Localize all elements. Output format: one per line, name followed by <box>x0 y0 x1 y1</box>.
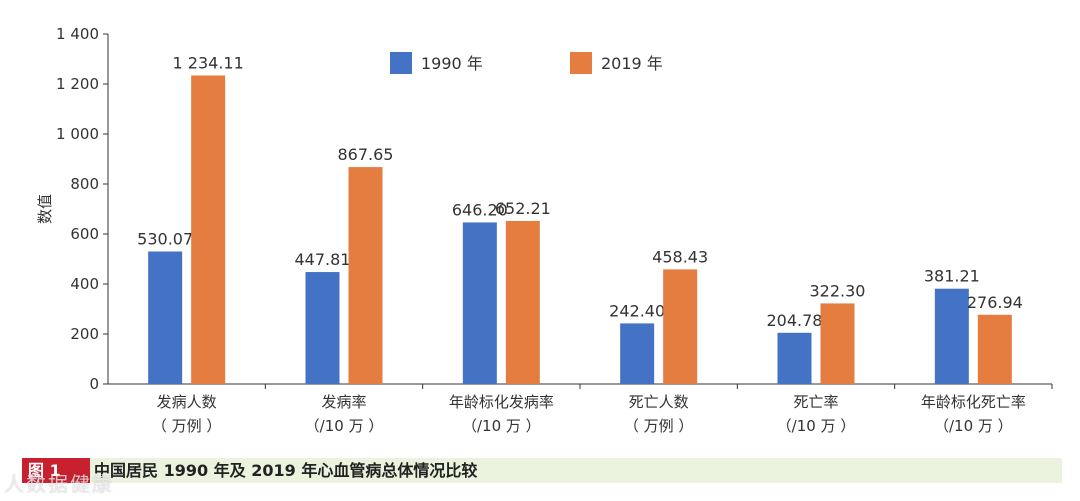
bar-2019 <box>820 303 855 384</box>
x-tick-label: 死亡人数 <box>629 393 689 411</box>
y-tick-label: 800 <box>70 175 99 193</box>
x-tick-label: 发病人数 <box>157 393 217 411</box>
figure-label: 图 1 <box>22 458 90 483</box>
data-label: 242.40 <box>609 301 665 320</box>
legend-label: 1990 年 <box>421 54 483 73</box>
x-tick-label: 发病率 <box>321 393 366 411</box>
data-label: 1 234.11 <box>173 53 244 72</box>
bar-1990 <box>148 251 183 384</box>
data-label: 646.20 <box>452 200 508 219</box>
bar-1990 <box>777 332 812 384</box>
data-label: 458.43 <box>652 247 708 266</box>
data-label: 322.30 <box>810 281 866 300</box>
x-tick-unit: （/10 万 ） <box>777 417 856 435</box>
data-label: 867.65 <box>338 145 394 164</box>
x-tick-label: 年龄标化死亡率 <box>921 393 1026 411</box>
legend-swatch <box>570 52 592 74</box>
y-tick-label: 1 000 <box>56 125 99 143</box>
bar-2019 <box>505 220 540 384</box>
y-tick-label: 0 <box>89 375 99 393</box>
bar-2019 <box>977 314 1012 384</box>
x-tick-label: 死亡率 <box>793 393 838 411</box>
watermark-text: 人数据健康 <box>4 472 114 496</box>
x-tick-unit: （/10 万 ） <box>305 417 384 435</box>
y-tick-label: 400 <box>70 275 99 293</box>
figure-title: 中国居民 1990 年及 2019 年心血管病总体情况比较 <box>94 461 478 480</box>
y-tick-label: 1 400 <box>56 25 99 43</box>
bar-1990 <box>305 272 340 384</box>
data-label: 276.94 <box>967 293 1023 312</box>
data-label: 381.21 <box>924 267 980 286</box>
bar-1990 <box>620 323 655 384</box>
y-tick-label: 600 <box>70 225 99 243</box>
data-label: 652.21 <box>495 199 551 218</box>
bar-1990 <box>934 288 969 384</box>
chart-legend: 1990 年 2019 年 <box>390 52 663 74</box>
legend-label: 2019 年 <box>601 54 663 73</box>
data-label: 204.78 <box>767 311 823 330</box>
bar-2019 <box>348 167 383 384</box>
x-tick-unit: （ 万例 ） <box>152 417 222 435</box>
x-tick-unit: （ 万例 ） <box>624 417 694 435</box>
figure-caption: 图 1 中国居民 1990 年及 2019 年心血管病总体情况比较 <box>22 458 1062 483</box>
bar-1990 <box>462 222 497 384</box>
bar-2019 <box>191 75 226 384</box>
x-tick-unit: （/10 万 ） <box>462 417 541 435</box>
data-label: 447.81 <box>295 250 351 269</box>
x-tick-unit: （/10 万 ） <box>934 417 1013 435</box>
y-axis-title: 数值 <box>36 194 54 224</box>
y-tick-label: 1 200 <box>56 75 99 93</box>
legend-swatch <box>390 52 412 74</box>
x-tick-label: 年龄标化发病率 <box>449 393 554 411</box>
bar-2019 <box>663 269 698 384</box>
data-label: 530.07 <box>137 229 193 248</box>
y-tick-label: 200 <box>70 325 99 343</box>
